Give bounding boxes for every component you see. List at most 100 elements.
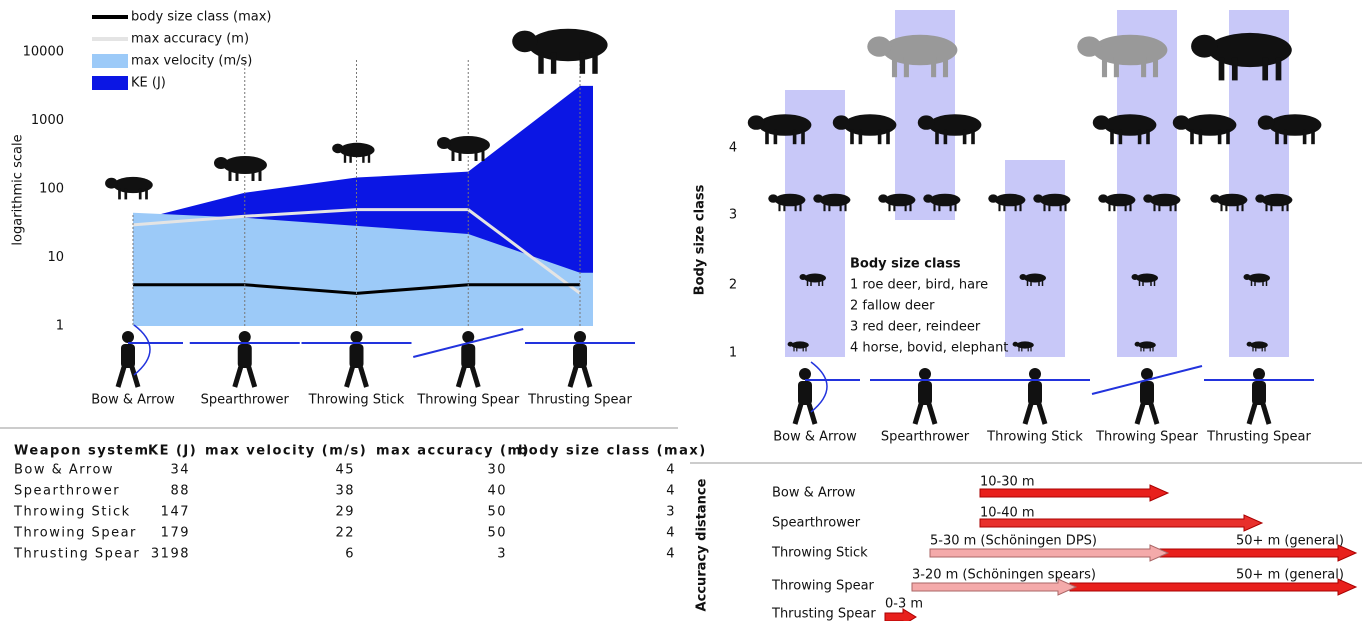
animal-silhouette xyxy=(787,341,809,352)
table-cell: Bow & Arrow xyxy=(14,463,114,478)
animal-leg xyxy=(1311,129,1315,145)
figure-head xyxy=(1141,368,1153,380)
table-cell: Throwing Spear xyxy=(13,526,137,541)
animal-silhouette xyxy=(1191,32,1292,81)
animal-silhouette xyxy=(1077,34,1168,78)
animal-leg xyxy=(799,202,802,212)
animal-leg xyxy=(1129,202,1132,212)
animal-body xyxy=(819,193,851,207)
table-cell: 4 xyxy=(666,484,676,499)
animal-leg xyxy=(458,149,462,161)
table-header: max accuracy (m) xyxy=(376,444,530,459)
animal-body xyxy=(446,136,490,154)
animal-leg xyxy=(1143,346,1145,352)
table-cell: 38 xyxy=(335,484,355,499)
animal-leg xyxy=(362,153,365,163)
animal-leg xyxy=(1281,202,1284,212)
animal-head xyxy=(1092,115,1110,130)
animal-leg xyxy=(1152,56,1159,78)
animal-leg xyxy=(228,169,232,181)
animal-silhouette xyxy=(1131,273,1158,286)
animal-leg xyxy=(1275,57,1282,81)
animal-leg xyxy=(1262,57,1269,81)
animal-body xyxy=(1104,193,1136,207)
animal-silhouette xyxy=(923,193,961,212)
animal-body xyxy=(528,28,608,62)
figure-head xyxy=(238,331,251,343)
weapon-label: Throwing Stick xyxy=(771,546,868,561)
animal-silhouette xyxy=(1172,114,1237,145)
x-tick-label: Thrusting Spear xyxy=(527,393,632,408)
figure-head xyxy=(1253,368,1265,380)
animal-body xyxy=(928,114,982,136)
animal-body xyxy=(1268,114,1322,136)
animal-head xyxy=(437,137,451,149)
animal-silhouette xyxy=(332,142,375,163)
table-cell: 3 xyxy=(666,505,676,520)
arrow xyxy=(979,484,1170,502)
x-tick-label: Throwing Spear xyxy=(416,393,520,408)
animal-body xyxy=(1138,341,1156,349)
animal-leg xyxy=(1169,202,1172,212)
animal-body xyxy=(339,142,375,158)
table-header: KE (J) xyxy=(148,444,197,459)
weapon-label: Throwing Spear xyxy=(1095,430,1199,445)
animal-body xyxy=(1216,193,1248,207)
animal-leg xyxy=(793,346,795,352)
animal-body xyxy=(1103,114,1157,136)
distance-label: 3-20 m (Schöningen spears) xyxy=(912,568,1096,583)
animal-leg xyxy=(1142,280,1144,286)
animal-leg xyxy=(1030,280,1032,286)
animal-silhouette xyxy=(1012,341,1034,352)
figure-leg xyxy=(1036,403,1048,425)
figure-leg xyxy=(1148,403,1160,425)
figure-head xyxy=(1029,368,1041,380)
weapon-figure xyxy=(870,368,980,425)
class-label: 1 xyxy=(729,346,737,361)
animal-leg xyxy=(592,52,598,74)
animal-leg xyxy=(943,129,948,145)
figure-leg xyxy=(1022,403,1034,425)
animal-leg xyxy=(1218,57,1225,81)
animal-leg xyxy=(1059,202,1062,212)
animal-leg xyxy=(1261,346,1263,352)
legend-label: KE (J) xyxy=(131,76,166,91)
table-cell: 4 xyxy=(666,463,676,478)
animal-leg xyxy=(579,52,586,74)
animal-leg xyxy=(235,169,239,181)
figure-leg xyxy=(926,403,938,425)
table-header: body size class (max) xyxy=(518,444,707,459)
animal-silhouette xyxy=(1255,193,1293,212)
animal-leg xyxy=(481,149,485,161)
animal-leg xyxy=(1150,280,1152,286)
table-cell: 50 xyxy=(487,505,507,520)
distance-label: 50+ m (general) xyxy=(1236,534,1344,549)
table-cell: Spearthrower xyxy=(14,484,120,499)
animal-head xyxy=(1257,115,1275,130)
animal-leg xyxy=(1014,202,1017,212)
animal-leg xyxy=(1286,202,1289,212)
animal-leg xyxy=(962,129,967,145)
animal-leg xyxy=(258,169,262,181)
arrow xyxy=(929,544,1170,562)
y-tick-label: 1 xyxy=(56,319,64,334)
animal-leg xyxy=(138,188,142,200)
animal-leg xyxy=(802,346,804,352)
animal-leg xyxy=(1153,280,1156,286)
animal-leg xyxy=(850,129,854,145)
animal-head xyxy=(787,341,794,347)
animal-leg xyxy=(823,202,826,212)
table-cell: 50 xyxy=(487,526,507,541)
animal-leg xyxy=(1254,280,1256,286)
animal-leg xyxy=(550,52,557,74)
distance-label: 10-40 m xyxy=(980,506,1035,521)
animal-leg xyxy=(1124,202,1127,212)
table-cell: 40 xyxy=(487,484,507,499)
animal-silhouette xyxy=(1257,114,1322,145)
animal-leg xyxy=(1198,129,1203,145)
figure-leg xyxy=(358,366,369,388)
animal-head xyxy=(768,194,779,203)
figure-body xyxy=(798,381,812,405)
animal-leg xyxy=(1252,346,1254,352)
table-cell: 179 xyxy=(161,526,190,541)
